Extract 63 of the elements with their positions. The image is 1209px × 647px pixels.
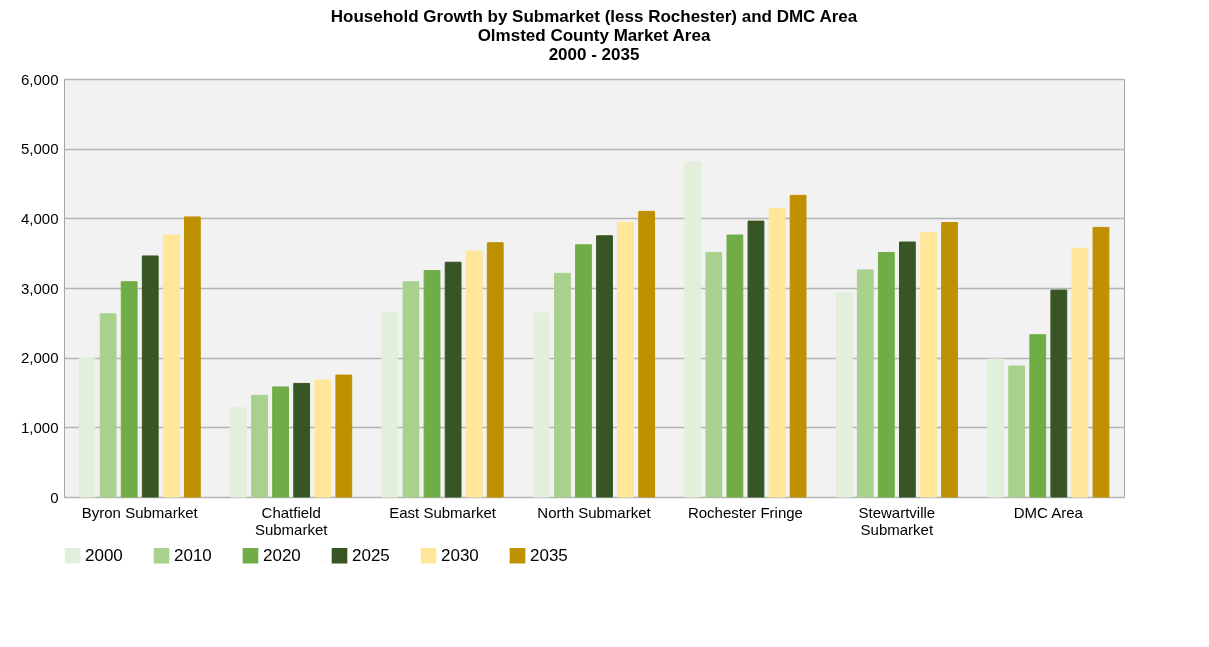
bar <box>99 313 117 498</box>
bar <box>120 281 138 498</box>
bar <box>335 374 353 498</box>
bar <box>486 242 504 498</box>
bar <box>162 234 180 498</box>
bar <box>293 382 311 498</box>
bar <box>987 358 1005 498</box>
y-tick-label: 4,000 <box>20 209 59 227</box>
bar <box>381 311 399 498</box>
x-tick-label: Chatfield Submarket <box>254 503 329 538</box>
bar <box>78 357 96 498</box>
bar <box>596 235 613 498</box>
y-tick-label: 2,000 <box>20 349 59 367</box>
x-tick-label: Rochester Fringe <box>687 503 803 521</box>
x-tick-label: East Submarket <box>389 503 497 521</box>
bar <box>444 261 462 498</box>
legend-label: 2020 <box>263 545 301 565</box>
bar <box>726 234 744 498</box>
bar <box>768 208 786 498</box>
legend-label: 2030 <box>441 545 479 565</box>
bar <box>575 244 592 498</box>
bar <box>1029 334 1047 498</box>
legend-label: 2000 <box>85 545 123 565</box>
bar <box>183 216 201 498</box>
y-tick-label: 5,000 <box>20 140 59 158</box>
bar <box>141 255 159 498</box>
bar <box>1008 365 1026 498</box>
bar <box>1071 247 1089 498</box>
bar <box>789 194 807 498</box>
x-tick-label: Byron Submarket <box>81 503 199 521</box>
bar <box>898 241 916 498</box>
x-tick-label: DMC Area <box>1013 503 1084 521</box>
bar <box>920 231 937 498</box>
y-tick-label: 0 <box>50 488 59 506</box>
bar <box>465 250 483 498</box>
bar <box>423 270 441 498</box>
bar <box>402 281 420 498</box>
y-tick-label: 6,000 <box>20 70 59 88</box>
bar <box>1050 289 1068 498</box>
bar <box>877 251 895 498</box>
bar <box>941 222 958 498</box>
bar <box>554 272 571 498</box>
x-tick-label: North Submarket <box>537 503 652 521</box>
x-tick-label: Stewartville Submarket <box>858 503 936 538</box>
bar <box>251 394 268 498</box>
chart-title: Household Growth by Submarket (less Rochester) and DMC Area Olmsted County Market Area 2000 - 2035 <box>330 7 858 64</box>
bar <box>856 269 874 498</box>
legend-label: 2035 <box>530 545 568 565</box>
bar <box>272 386 290 498</box>
bar <box>705 251 723 498</box>
bar <box>1092 226 1110 498</box>
bar <box>747 220 765 498</box>
bar <box>532 312 550 498</box>
bar <box>314 379 332 498</box>
legend-label: 2025 <box>352 545 390 565</box>
legend-label: 2010 <box>174 545 212 565</box>
y-tick-label: 3,000 <box>20 279 59 297</box>
y-tick-label: 1,000 <box>20 418 59 436</box>
bar <box>638 210 656 498</box>
bar <box>617 222 634 498</box>
bar <box>230 407 247 498</box>
bar <box>835 292 853 498</box>
bar <box>684 161 702 498</box>
